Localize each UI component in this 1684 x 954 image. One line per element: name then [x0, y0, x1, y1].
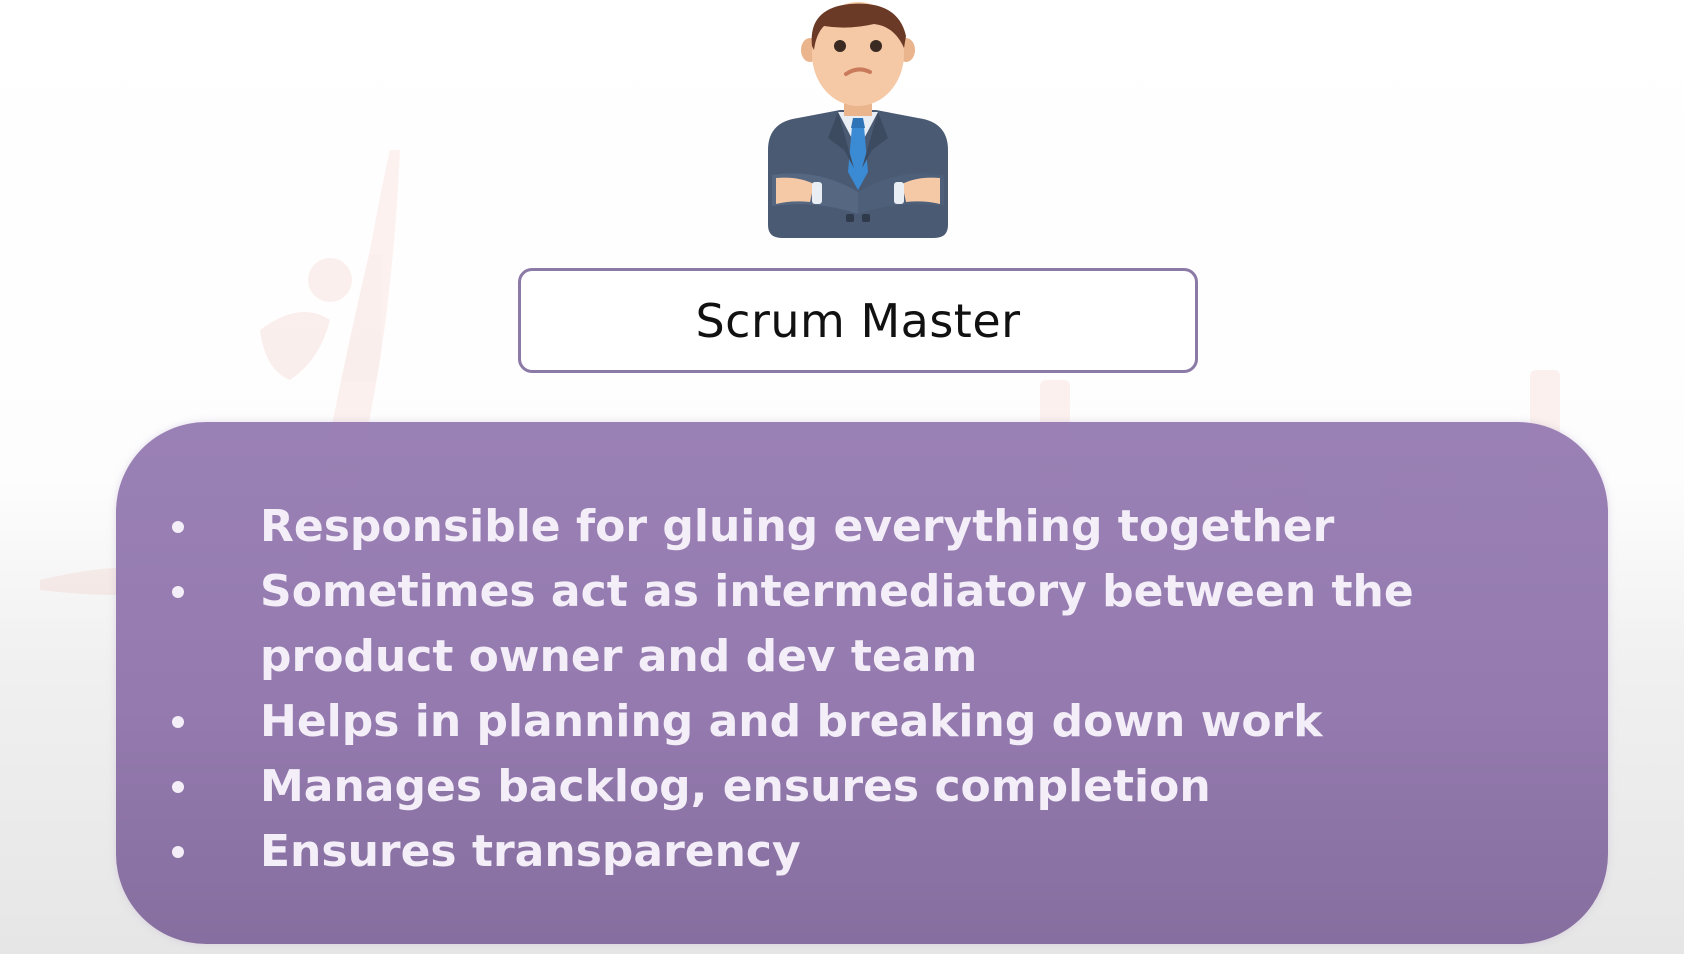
bullet-item: Responsible for gluing everything togeth… — [116, 494, 1608, 559]
bullet-icon — [172, 521, 184, 533]
businessman-arms-crossed-icon — [768, 2, 948, 238]
bullet-icon — [172, 781, 184, 793]
bullet-text: Helps in planning and breaking down work — [260, 696, 1323, 747]
responsibilities-panel: Responsible for gluing everything togeth… — [116, 422, 1608, 944]
role-title-box: Scrum Master — [518, 268, 1198, 373]
bullet-item: Helps in planning and breaking down work — [116, 689, 1608, 754]
bullet-text: Responsible for gluing everything togeth… — [260, 501, 1335, 552]
bullet-item: Sometimes act as intermediatory between … — [116, 559, 1608, 689]
bullet-text: Sometimes act as intermediatory between … — [260, 566, 1414, 682]
bullet-icon — [172, 586, 184, 598]
bullet-icon — [172, 716, 184, 728]
role-title: Scrum Master — [695, 293, 1021, 348]
bullet-text: Ensures transparency — [260, 826, 801, 877]
bullet-icon — [172, 846, 184, 858]
bullet-item: Ensures transparency — [116, 819, 1608, 884]
bullet-text: Manages backlog, ensures completion — [260, 761, 1211, 812]
bullet-item: Manages backlog, ensures completion — [116, 754, 1608, 819]
bullet-list: Responsible for gluing everything togeth… — [116, 494, 1608, 884]
